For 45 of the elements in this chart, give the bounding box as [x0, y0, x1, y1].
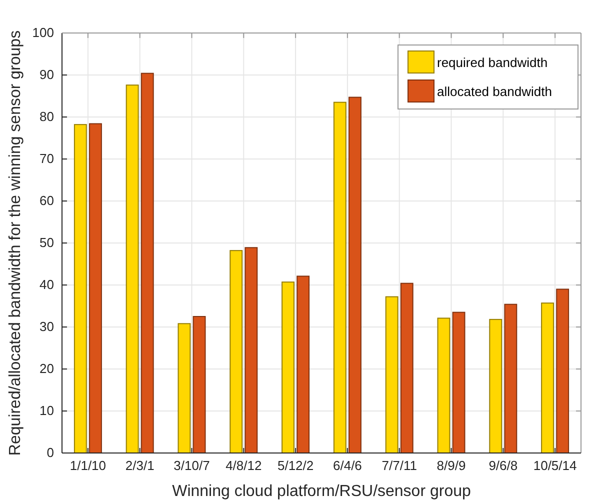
y-axis-title: Required/allocated bandwidth for the winning sensor groups: [7, 30, 24, 456]
x-tick-label: 4/8/12: [226, 458, 262, 474]
y-tick-label: 100: [32, 25, 54, 40]
bar: [89, 123, 102, 454]
bar: [452, 312, 466, 454]
y-tick-label: 80: [40, 109, 54, 124]
bar: [400, 282, 414, 454]
x-axis-title: Winning cloud platform/RSU/sensor group: [172, 483, 471, 500]
bar: [244, 247, 258, 454]
bar: [192, 316, 206, 454]
bar: [541, 302, 554, 454]
x-tick-label: 6/4/6: [332, 458, 362, 474]
x-tick-label: 9/6/8: [488, 458, 518, 474]
x-tick-label: 1/1/10: [70, 458, 106, 474]
y-tick-label: 10: [40, 403, 54, 418]
x-tick-label: 2/3/1: [125, 458, 154, 474]
bar: [178, 323, 191, 454]
x-tick-label: 5/12/2: [277, 458, 314, 474]
x-tick-label: 10/5/14: [533, 458, 577, 474]
bar: [296, 276, 310, 454]
y-tick-label: 50: [40, 235, 54, 250]
y-tick-label: 90: [40, 67, 54, 82]
bar: [74, 124, 87, 454]
y-tick-label: 30: [40, 319, 54, 334]
bar: [556, 288, 570, 454]
bar: [126, 84, 139, 454]
x-tick-label: 7/7/11: [382, 458, 417, 474]
bar: [504, 304, 518, 454]
bar: [385, 296, 398, 454]
x-tick-label: 8/9/9: [436, 458, 466, 474]
bar: [333, 102, 346, 454]
legend-label: allocated bandwidth: [437, 84, 552, 99]
legend-label: required bandwidth: [437, 55, 548, 70]
bar: [230, 250, 243, 454]
y-tick-label: 70: [40, 151, 54, 166]
x-tick-label: 3/10/7: [174, 458, 210, 474]
bar: [437, 318, 450, 454]
y-tick-label: 60: [40, 193, 54, 208]
bar: [348, 96, 362, 454]
y-tick-label: 0: [46, 445, 54, 460]
bar: [282, 282, 294, 454]
bar: [140, 72, 154, 454]
y-tick-label: 20: [40, 361, 54, 376]
y-tick-label: 40: [40, 277, 54, 292]
bar: [489, 318, 502, 454]
